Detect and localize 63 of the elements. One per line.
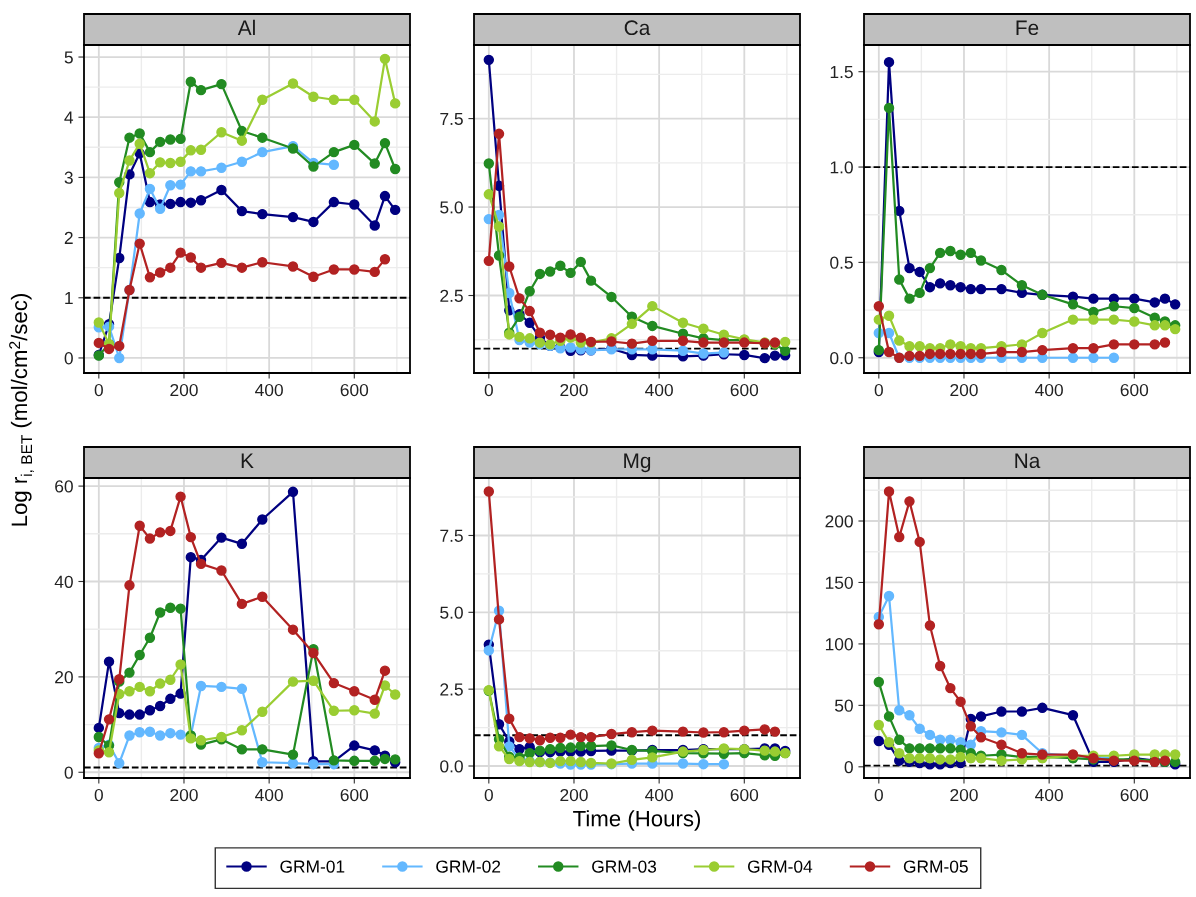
y-tick-label: 1 bbox=[65, 292, 73, 305]
y-tick-label: 40 bbox=[54, 575, 73, 588]
y-tick-label: 60 bbox=[55, 480, 73, 493]
y-tick-label: 4 bbox=[64, 111, 74, 124]
x-tick-label: 600 bbox=[730, 788, 759, 802]
x-tick-label: 400 bbox=[1035, 788, 1063, 802]
y-tick-label: 100 bbox=[825, 638, 853, 651]
x-tick-label: 200 bbox=[560, 788, 588, 802]
y-tick-label: 1.5 bbox=[830, 66, 853, 79]
y-tick-label: 3 bbox=[64, 171, 73, 184]
legend-label: GRM-05 bbox=[903, 860, 968, 873]
y-tick-label: 2.5 bbox=[440, 289, 463, 302]
x-tick-label: 200 bbox=[170, 788, 198, 802]
chart-title: Al bbox=[237, 19, 255, 35]
x-tick-label: 400 bbox=[645, 383, 673, 397]
y-tick-label: 0.0 bbox=[440, 760, 463, 773]
x-tick-label: 600 bbox=[340, 788, 369, 802]
y-tick-label: 2 bbox=[64, 231, 73, 244]
x-tick-label: 400 bbox=[645, 788, 673, 802]
x-tick-label: 400 bbox=[255, 383, 283, 397]
x-tick-label: 200 bbox=[950, 788, 978, 802]
y-tick-label: 0 bbox=[844, 760, 853, 774]
y-tick-label: 0 bbox=[64, 352, 73, 365]
y-axis-title: Log ri, BET (mol/cm2/sec) bbox=[9, 294, 34, 526]
legend-label: GRM-01 bbox=[280, 860, 345, 873]
x-tick-label: 600 bbox=[1120, 383, 1149, 397]
legend-label: GRM-03 bbox=[592, 860, 657, 873]
x-tick-label: 0 bbox=[874, 788, 883, 802]
x-tick-label: 200 bbox=[170, 383, 198, 397]
chart-title: Na bbox=[1015, 453, 1041, 469]
x-tick-label: 0 bbox=[484, 383, 493, 397]
x-tick-label: 400 bbox=[1035, 383, 1063, 397]
y-tick-label: 150 bbox=[825, 576, 853, 589]
y-tick-label: 20 bbox=[55, 671, 73, 684]
x-tick-label: 200 bbox=[560, 383, 588, 397]
y-tick-label: 0.0 bbox=[830, 351, 853, 365]
legend-label: GRM-04 bbox=[747, 860, 813, 873]
chart-title: K bbox=[241, 453, 254, 468]
y-tick-label: 1.0 bbox=[830, 161, 853, 174]
y-tick-label: 0 bbox=[64, 766, 73, 779]
y-tick-label: 200 bbox=[825, 515, 853, 528]
x-tick-label: 0 bbox=[874, 383, 883, 397]
x-tick-label: 600 bbox=[1120, 788, 1149, 802]
y-tick-label: 50 bbox=[834, 699, 853, 712]
y-tick-label: 0.5 bbox=[830, 256, 853, 269]
chart-title: Fe bbox=[1016, 20, 1039, 36]
y-tick-label: 7.5 bbox=[440, 529, 463, 542]
x-tick-label: 600 bbox=[730, 383, 759, 397]
x-tick-label: 400 bbox=[255, 788, 283, 802]
y-tick-label: 5.0 bbox=[440, 201, 463, 214]
y-tick-label: 7.5 bbox=[440, 112, 463, 126]
chart-title: Ca bbox=[624, 20, 651, 36]
x-tick-label: 200 bbox=[950, 383, 978, 397]
legend-label: GRM-02 bbox=[436, 860, 501, 873]
y-tick-label: 2.5 bbox=[440, 683, 463, 696]
chart-title: Mg bbox=[624, 453, 651, 473]
x-axis-title: Time (Hours) bbox=[573, 810, 701, 831]
x-tick-label: 0 bbox=[484, 788, 493, 802]
y-tick-label: 5 bbox=[64, 51, 73, 64]
y-tick-label: 5.0 bbox=[440, 606, 463, 619]
x-tick-label: 600 bbox=[340, 383, 369, 397]
x-tick-label: 0 bbox=[94, 383, 103, 397]
x-tick-label: 0 bbox=[94, 788, 103, 802]
